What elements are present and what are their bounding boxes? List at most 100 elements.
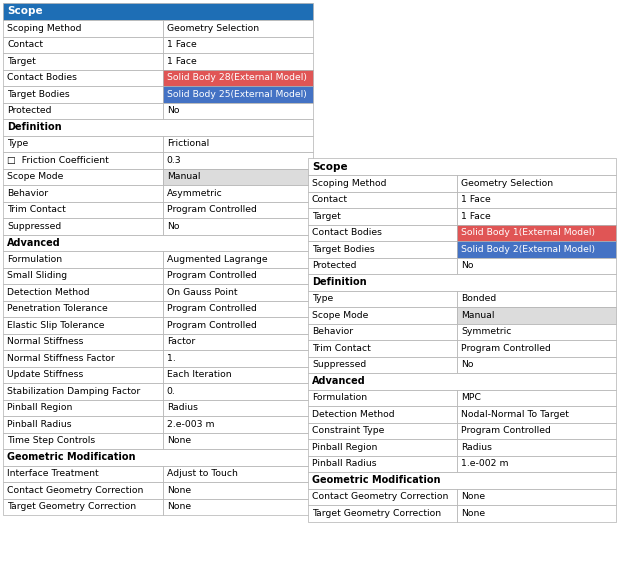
Text: Penetration Tolerance: Penetration Tolerance — [7, 304, 108, 313]
Bar — [3, 268, 163, 284]
Bar — [3, 317, 163, 333]
Text: None: None — [167, 436, 191, 445]
Bar — [3, 350, 163, 366]
Text: Each Iteration: Each Iteration — [167, 370, 232, 379]
Bar — [457, 340, 616, 357]
Bar — [163, 20, 313, 36]
Text: Adjust to Touch: Adjust to Touch — [167, 469, 238, 478]
Text: Radius: Radius — [461, 443, 492, 452]
Text: Contact Bodies: Contact Bodies — [7, 73, 77, 82]
Text: 1.: 1. — [167, 354, 175, 363]
Bar — [3, 53, 163, 70]
Bar — [163, 168, 313, 185]
Bar — [308, 307, 457, 324]
Bar — [3, 235, 313, 251]
Text: Geometry Selection: Geometry Selection — [167, 24, 259, 33]
Bar — [163, 53, 313, 70]
Text: Scope Mode: Scope Mode — [312, 311, 368, 320]
Bar — [163, 301, 313, 317]
Bar — [308, 439, 457, 455]
Text: Radius: Radius — [167, 403, 197, 412]
Text: Protected: Protected — [312, 261, 357, 270]
Bar — [163, 70, 313, 86]
Bar — [3, 119, 313, 136]
Text: Program Controlled: Program Controlled — [461, 426, 552, 435]
Bar — [163, 482, 313, 498]
Text: 0.3: 0.3 — [167, 156, 181, 165]
Bar — [163, 251, 313, 268]
Text: Suppressed: Suppressed — [312, 360, 366, 369]
Bar — [3, 449, 313, 466]
Bar — [3, 86, 163, 103]
Bar — [457, 175, 616, 192]
Bar — [308, 241, 457, 257]
Bar — [3, 301, 163, 317]
Text: Advanced: Advanced — [7, 238, 61, 248]
Text: Normal Stiffness Factor: Normal Stiffness Factor — [7, 354, 115, 363]
Text: Target Bodies: Target Bodies — [7, 90, 70, 99]
Text: Scoping Method: Scoping Method — [312, 179, 386, 188]
Text: Target Geometry Correction: Target Geometry Correction — [312, 509, 441, 518]
Bar — [3, 498, 163, 515]
Bar — [163, 36, 313, 53]
Text: Scope: Scope — [312, 162, 348, 171]
Text: Solid Body 25(External Model): Solid Body 25(External Model) — [167, 90, 306, 99]
Bar — [308, 192, 457, 208]
Bar — [457, 357, 616, 373]
Bar — [308, 489, 457, 505]
Text: None: None — [461, 492, 485, 501]
Text: Behavior: Behavior — [312, 327, 353, 336]
Bar — [163, 350, 313, 366]
Text: □  Friction Coefficient: □ Friction Coefficient — [7, 156, 109, 165]
Text: Geometric Modification: Geometric Modification — [7, 452, 136, 462]
Bar — [3, 70, 163, 86]
Text: None: None — [167, 502, 191, 511]
Text: 0.: 0. — [167, 387, 175, 396]
Text: 1 Face: 1 Face — [167, 40, 196, 49]
Text: Elastic Slip Tolerance: Elastic Slip Tolerance — [7, 321, 105, 330]
Bar — [163, 86, 313, 103]
Bar — [3, 284, 163, 301]
Text: Detection Method: Detection Method — [7, 287, 90, 297]
Text: Target: Target — [7, 57, 36, 66]
Bar — [163, 317, 313, 333]
Text: Frictional: Frictional — [167, 139, 209, 148]
Bar — [308, 257, 457, 274]
Bar — [163, 284, 313, 301]
Bar — [3, 218, 163, 235]
Text: Target Geometry Correction: Target Geometry Correction — [7, 502, 136, 511]
Bar — [308, 324, 457, 340]
Bar — [163, 201, 313, 218]
Text: Contact: Contact — [7, 40, 43, 49]
Text: Program Controlled: Program Controlled — [167, 205, 256, 214]
Text: Definition: Definition — [312, 277, 366, 287]
Text: Type: Type — [312, 294, 333, 303]
Text: Target: Target — [312, 211, 340, 221]
Text: Interface Treatment: Interface Treatment — [7, 469, 98, 478]
Bar — [457, 290, 616, 307]
Bar — [308, 390, 457, 406]
Bar — [163, 416, 313, 433]
Text: Bonded: Bonded — [461, 294, 496, 303]
Text: None: None — [167, 486, 191, 495]
Bar — [3, 416, 163, 433]
Bar — [163, 466, 313, 482]
Text: Definition: Definition — [7, 122, 62, 132]
Bar — [3, 466, 163, 482]
Bar — [163, 498, 313, 515]
Text: Manual: Manual — [461, 311, 495, 320]
Text: Manual: Manual — [167, 172, 200, 181]
Bar — [3, 3, 313, 20]
Text: Asymmetric: Asymmetric — [167, 189, 222, 198]
Bar — [457, 241, 616, 257]
Text: Geometry Selection: Geometry Selection — [461, 179, 553, 188]
Bar — [457, 257, 616, 274]
Text: Pinball Region: Pinball Region — [312, 443, 378, 452]
Bar — [163, 433, 313, 449]
Bar — [457, 455, 616, 472]
Bar — [3, 20, 163, 36]
Bar — [3, 251, 163, 268]
Text: Pinball Radius: Pinball Radius — [312, 459, 376, 468]
Text: Program Controlled: Program Controlled — [167, 304, 256, 313]
Text: Solid Body 2(External Model): Solid Body 2(External Model) — [461, 245, 595, 254]
